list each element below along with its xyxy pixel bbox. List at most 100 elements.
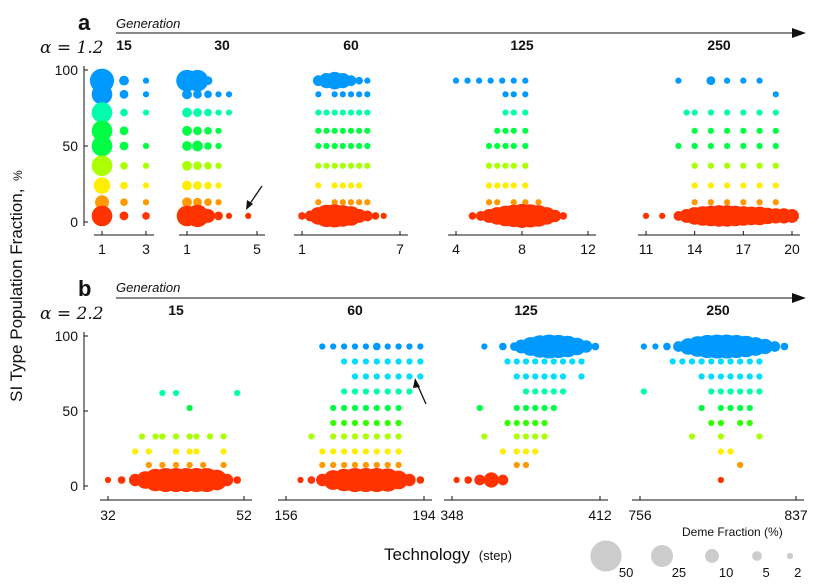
data-point-b-60-37: [384, 404, 391, 412]
x-tick-label-a-125-0: 4: [452, 241, 460, 257]
data-point-a-60-19: [347, 127, 355, 134]
data-point-a-250-1: [659, 212, 666, 220]
data-point-b-250-6: [708, 358, 715, 365]
data-point-a-15-7: [120, 108, 128, 117]
data-point-b-60-39: [330, 419, 337, 427]
x-tick-label-b-15-0: 32: [100, 507, 116, 523]
data-point-a-60-42: [331, 199, 338, 206]
data-point-a-60-8: [315, 109, 322, 116]
data-point-a-125-1: [464, 77, 471, 84]
data-point-b-60-33: [340, 404, 348, 412]
alpha-label-a: α = 1.2: [40, 38, 104, 58]
data-point-a-250-20: [675, 142, 682, 150]
data-point-a-125-32: [485, 199, 493, 206]
data-point-b-125-0: [453, 476, 460, 484]
size-legend-label-0: 50: [619, 565, 633, 580]
data-point-a-60-21: [364, 127, 371, 134]
annotation-arrow-a: [246, 185, 263, 210]
data-point-b-60-81: [364, 467, 389, 493]
data-point-b-60-61: [395, 448, 402, 455]
data-point-a-125-37: [468, 212, 477, 220]
data-point-b-125-6: [541, 358, 548, 365]
data-point-b-250-29: [737, 404, 744, 412]
data-point-a-60-22: [315, 142, 322, 150]
subplot-b-gen-250: 250 756 837: [628, 302, 808, 523]
size-legend-label-3: 5: [762, 565, 769, 580]
data-point-a-125-20: [510, 142, 517, 150]
data-point-b-250-13: [708, 373, 715, 380]
data-point-a-250-24: [740, 142, 747, 150]
data-point-a-60-11: [339, 109, 346, 116]
data-point-b-15-23: [220, 461, 227, 469]
data-point-a-15-6: [142, 199, 150, 206]
data-point-a-125-35: [522, 199, 529, 206]
data-point-b-60-49: [351, 433, 359, 440]
data-point-a-15-5: [142, 182, 150, 189]
data-point-a-125-31: [522, 182, 529, 189]
data-point-b-15-11: [206, 433, 214, 440]
data-point-a-125-23: [494, 162, 501, 169]
annotation-arrow-a-head: [246, 200, 253, 210]
x-tick-label-a-250-3: 20: [784, 241, 800, 257]
data-point-b-250-1: [652, 343, 659, 350]
data-point-b-125-41: [522, 448, 530, 455]
data-point-a-125-9: [522, 91, 529, 98]
data-point-a-60-9: [323, 109, 330, 116]
data-point-b-125-7: [550, 358, 557, 365]
data-point-b-60-16: [406, 358, 413, 365]
data-point-b-60-59: [373, 448, 380, 455]
data-point-a-15-12: [119, 89, 129, 99]
panel-label-a: a: [78, 10, 91, 35]
data-point-a-15-14: [119, 141, 129, 151]
data-point-a-30-7: [225, 91, 233, 98]
data-point-b-125-30: [513, 419, 520, 427]
data-point-a-30-28: [182, 125, 192, 136]
generation-title-b-15: 15: [168, 302, 184, 318]
data-point-b-60-8: [406, 343, 413, 350]
subplot-a-gen-125: 125 4 8 12: [448, 37, 596, 257]
data-point-b-15-18: [145, 461, 152, 469]
data-point-a-60-37: [331, 182, 338, 189]
generation-title-a-125: 125: [510, 37, 534, 53]
data-point-a-30-12: [204, 108, 212, 117]
data-point-a-250-30: [740, 162, 747, 169]
data-point-a-60-39: [347, 182, 355, 189]
data-point-b-60-40: [340, 419, 348, 427]
y-tick-label-b-1: 50: [62, 403, 78, 419]
data-point-b-60-0: [297, 476, 304, 484]
data-point-a-250-18: [756, 127, 763, 134]
x-tick-label-b-60-1: 194: [412, 507, 436, 523]
data-point-b-125-31: [522, 419, 530, 427]
data-point-a-60-20: [356, 127, 363, 134]
data-point-b-60-13: [373, 358, 380, 365]
data-point-b-15-12: [220, 433, 227, 440]
data-point-b-15-19: [159, 461, 166, 469]
size-legend-circle-4: [786, 552, 794, 560]
data-point-a-250-15: [707, 127, 715, 134]
data-point-a-30-17: [204, 198, 212, 207]
y-tick-label-a-1: 50: [62, 138, 78, 154]
subplot-a-gen-15: 151 3: [89, 37, 154, 257]
data-point-a-60-35: [364, 162, 371, 169]
data-point-a-250-39: [691, 199, 698, 206]
data-point-b-125-23: [476, 404, 483, 412]
data-point-b-15-14: [172, 448, 180, 455]
data-point-a-30-30: [182, 160, 192, 171]
data-point-a-30-8: [225, 109, 233, 116]
data-point-a-250-25: [756, 142, 763, 150]
data-point-b-125-35: [513, 433, 520, 440]
data-point-b-125-21: [550, 388, 557, 395]
data-point-a-30-21: [193, 161, 202, 171]
size-legend-circle-2: [705, 549, 719, 563]
data-point-b-15-25: [117, 476, 126, 484]
data-point-b-60-22: [395, 373, 402, 380]
data-point-b-125-36: [522, 433, 530, 440]
alpha-label-b: α = 2.2: [40, 304, 104, 324]
data-point-b-60-14: [384, 358, 391, 365]
data-point-b-125-27: [541, 404, 548, 412]
data-point-b-15-5: [138, 433, 146, 440]
data-point-a-15-23: [91, 155, 113, 177]
data-point-b-15-0: [104, 476, 112, 484]
data-point-b-250-37: [756, 433, 763, 440]
data-point-a-30-33: [192, 140, 203, 152]
